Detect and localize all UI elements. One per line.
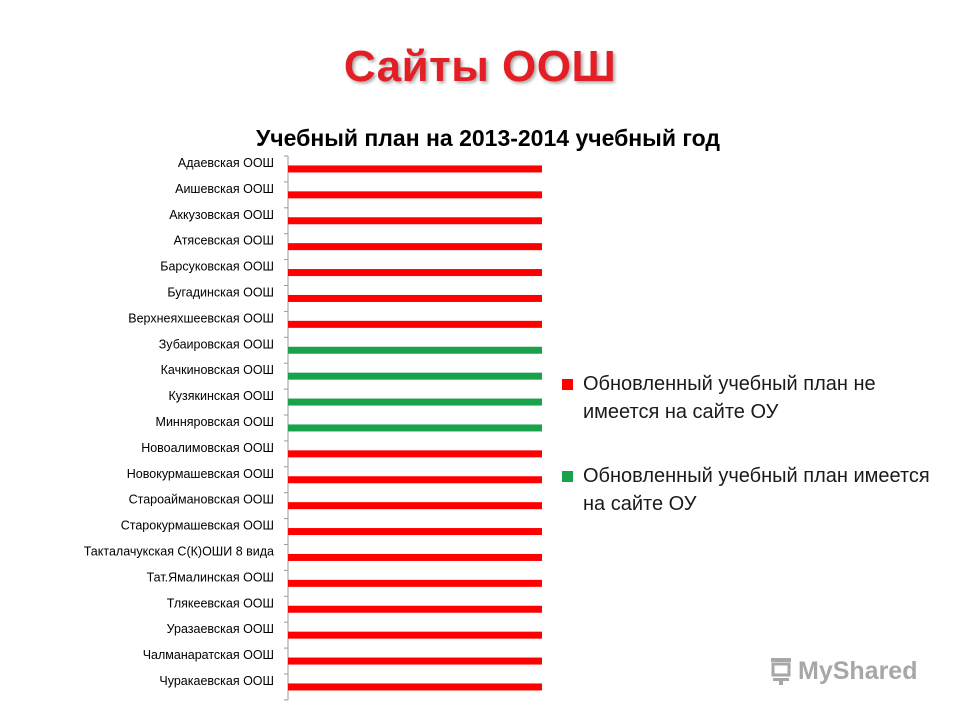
bar-plan-missing [288, 631, 542, 639]
bar-plan-missing [288, 502, 542, 510]
watermark: MyShared [768, 656, 917, 686]
category-label: Аишевская ООШ [175, 182, 274, 196]
bar-plan-missing [288, 217, 542, 225]
bar-plan-missing [288, 320, 542, 328]
legend-label-missing: Обновленный учебный план не имеется на с… [583, 373, 876, 423]
category-label: Минняровская ООШ [156, 415, 274, 429]
legend-item-missing: Обновленный учебный план не имеется на с… [562, 370, 942, 426]
bar-plan-missing [288, 243, 542, 251]
bar-plan-missing [288, 579, 542, 587]
bar-plan-missing [288, 553, 542, 561]
chart-legend: Обновленный учебный план не имеется на с… [562, 370, 942, 554]
chart-title: Учебный план на 2013-2014 учебный год [256, 125, 720, 151]
category-label: Уразаевская ООШ [167, 622, 274, 636]
category-label: Новокурмашевская ООШ [127, 467, 274, 481]
bar-plan-missing [288, 450, 542, 458]
category-label: Бугадинская ООШ [167, 285, 274, 299]
category-label: Староаймановская ООШ [129, 493, 274, 507]
category-label: Барсуковская ООШ [160, 260, 274, 274]
category-label: Атясевская ООШ [174, 234, 274, 248]
bar-plan-missing [288, 165, 542, 173]
category-label: Верхнеяхшеевская ООШ [128, 311, 274, 325]
presentation-board-icon [768, 656, 794, 686]
category-label: Аккузовская ООШ [169, 208, 274, 222]
bar-plan-missing [288, 605, 542, 613]
bar-plan-missing [288, 269, 542, 277]
bar-plan-present [288, 372, 542, 380]
bar-plan-missing [288, 657, 542, 665]
category-label: Тат.Ямалинская ООШ [147, 570, 274, 584]
bar-plan-missing [288, 294, 542, 302]
bar-plan-missing [288, 528, 542, 536]
watermark-text: MyShared [798, 656, 918, 685]
category-label: Чуракаевская ООШ [159, 674, 274, 688]
bar-plan-missing [288, 191, 542, 199]
legend-label-present: Обновленный учебный план имеется на сайт… [583, 465, 930, 515]
category-label: Такталачукская С(К)ОШИ 8 вида [84, 544, 274, 558]
category-label: Зубаировская ООШ [159, 337, 274, 351]
bar-plan-missing [288, 476, 542, 484]
category-label: Кузякинская ООШ [169, 389, 274, 403]
legend-swatch-red [562, 379, 573, 390]
slide-title: Сайты ООШ [343, 42, 617, 91]
category-label: Адаевская ООШ [178, 156, 274, 170]
category-label: Тлякеевская ООШ [167, 596, 274, 610]
category-label: Новоалимовская ООШ [141, 441, 274, 455]
category-label: Чалманаратская ООШ [143, 648, 274, 662]
bar-plan-missing [288, 683, 542, 691]
bar-plan-present [288, 424, 542, 432]
category-label: Старокурмашевская ООШ [121, 519, 274, 533]
bar-plan-present [288, 346, 542, 354]
bar-plan-present [288, 398, 542, 406]
legend-item-present: Обновленный учебный план имеется на сайт… [562, 462, 942, 518]
legend-swatch-green [562, 471, 573, 482]
category-label: Качкиновская ООШ [161, 363, 274, 377]
